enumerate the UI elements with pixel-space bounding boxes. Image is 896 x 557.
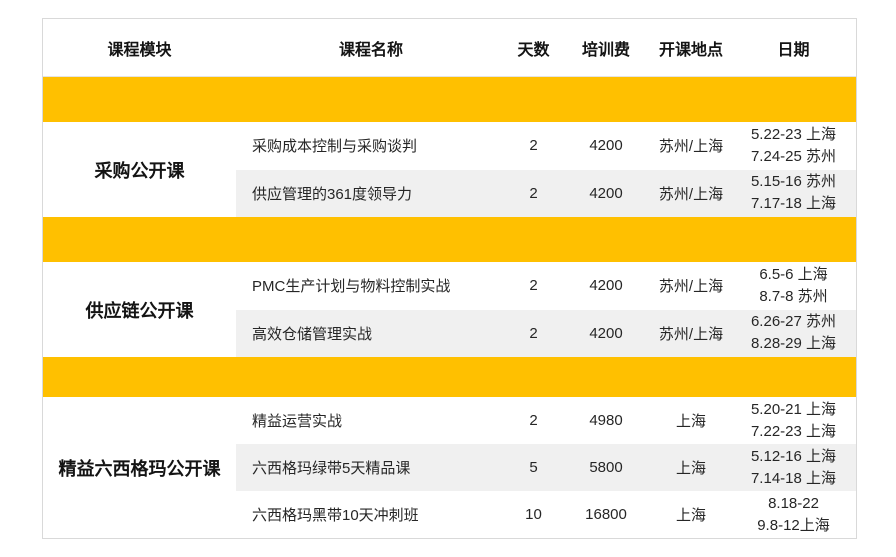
course-section: 采购公开课 采购成本控制与采购谈判 2 4200 苏州/上海 5.22-23 上海 7.24…: [43, 122, 856, 217]
fee-cell: 4200: [589, 277, 623, 295]
header-cell-fee: 培训费: [581, 41, 630, 59]
location-cell: 苏州/上海: [658, 325, 724, 343]
course-section: 精益六西格玛公开课 精益运营实战 2 4980 上海 5.20-21 上海 7.22-23 …: [43, 397, 856, 538]
location-cell: 苏州/上海: [658, 278, 724, 296]
days-cell: 2: [529, 184, 538, 202]
days-cell: 2: [529, 324, 538, 342]
days-cell: 2: [529, 137, 538, 155]
course-name-cell: 六西格玛绿带5天精品课: [252, 460, 411, 477]
header-cell-days: 天数: [517, 41, 550, 59]
date-cell: 5.15-16 苏州 7.17-18 上海: [731, 171, 856, 215]
course-row: 精益运营实战 2 4980 上海 5.20-21 上海 7.22-23 上海: [236, 397, 856, 444]
fee-cell: 16800: [585, 506, 627, 523]
module-cell: 精益六西格玛公开课: [58, 458, 221, 479]
section-rows: 精益运营实战 2 4980 上海 5.20-21 上海 7.22-23 上海六西格玛绿带5…: [236, 397, 856, 538]
module-cell: 供应链公开课: [85, 300, 194, 321]
date-cell: 8.18-22 9.8-12上海: [731, 493, 856, 537]
course-row: 采购成本控制与采购谈判 2 4200 苏州/上海 5.22-23 上海 7.24-25 苏…: [236, 122, 856, 170]
date-cell: 6.5-6 上海 8.7-8 苏州: [731, 264, 856, 308]
date-line: 8.18-22: [768, 494, 819, 512]
table-body: 采购公开课 采购成本控制与采购谈判 2 4200 苏州/上海 5.22-23 上海 7.24…: [43, 77, 856, 538]
course-row: PMC生产计划与物料控制实战 2 4200 苏州/上海 6.5-6 上海 8.7-8 苏州: [236, 262, 856, 310]
date-line: 5.22-23 上海: [750, 125, 837, 143]
date-line: 7.22-23 上海: [750, 422, 837, 440]
section-divider-bar: [43, 357, 856, 397]
date-line: 8.7-8 苏州: [759, 287, 828, 305]
course-name-cell: 采购成本控制与采购谈判: [252, 138, 418, 156]
course-section: 供应链公开课 PMC生产计划与物料控制实战 2 4200 苏州/上海 6.5-6 上海 8.…: [43, 262, 856, 357]
course-name-cell: 六西格玛黑带10天冲刺班: [252, 507, 419, 524]
days-cell: 5: [529, 459, 538, 476]
date-line: 6.5-6 上海: [759, 265, 828, 283]
date-cell: 6.26-27 苏州 8.28-29 上海: [731, 311, 856, 355]
header-cell-date: 日期: [777, 41, 810, 59]
course-row: 供应管理的361度领导力 2 4200 苏州/上海 5.15-16 苏州 7.17-18 …: [236, 169, 856, 217]
header-cell-module: 课程模块: [107, 41, 172, 59]
days-cell: 2: [529, 277, 538, 295]
course-row: 六西格玛黑带10天冲刺班 10 16800 上海 8.18-22 9.8-12上海: [236, 491, 856, 538]
date-line: 6.26-27 苏州: [750, 313, 837, 331]
fee-cell: 4980: [589, 412, 623, 429]
header-cell-location: 开课地点: [658, 41, 723, 59]
course-name-cell: 精益运营实战: [252, 413, 343, 430]
location-cell: 上海: [675, 413, 706, 430]
fee-cell: 4200: [589, 184, 623, 202]
course-name-cell: 高效仓储管理实战: [252, 325, 373, 343]
days-cell: 10: [525, 506, 542, 523]
section-rows: 采购成本控制与采购谈判 2 4200 苏州/上海 5.22-23 上海 7.24-25 苏…: [236, 122, 856, 217]
location-cell: 上海: [675, 507, 706, 524]
course-row: 六西格玛绿带5天精品课 5 5800 上海 5.12-16 上海 7.14-18 上海: [236, 444, 856, 491]
course-name-cell: 供应管理的361度领导力: [252, 185, 413, 203]
module-cell: 采购公开课: [94, 160, 185, 181]
section-divider-bar: [43, 217, 856, 262]
section-rows: PMC生产计划与物料控制实战 2 4200 苏州/上海 6.5-6 上海 8.7-8 苏州…: [236, 262, 856, 357]
location-cell: 上海: [675, 460, 706, 477]
course-name-cell: PMC生产计划与物料控制实战: [252, 278, 451, 296]
location-cell: 苏州/上海: [658, 185, 724, 203]
date-line: 8.28-29 上海: [750, 335, 837, 353]
date-line: 5.12-16 上海: [750, 447, 837, 465]
date-line: 7.24-25 苏州: [750, 147, 837, 165]
date-line: 7.14-18 上海: [750, 469, 837, 487]
date-line: 5.20-21 上海: [750, 400, 837, 418]
course-schedule-table: 课程模块 课程名称 天数 培训费 开课地点 日期 采购公开课 采购成本控制与采购谈…: [42, 18, 857, 539]
section-divider-bar: [43, 77, 856, 122]
date-line: 9.8-12上海: [757, 516, 830, 534]
table-header-row: 课程模块 课程名称 天数 培训费 开课地点 日期: [43, 19, 856, 77]
location-cell: 苏州/上海: [658, 138, 724, 156]
date-cell: 5.12-16 上海 7.14-18 上海: [731, 446, 856, 490]
date-cell: 5.20-21 上海 7.22-23 上海: [731, 399, 856, 443]
fee-cell: 5800: [589, 459, 623, 476]
date-line: 7.17-18 上海: [750, 195, 837, 213]
fee-cell: 4200: [589, 324, 623, 342]
fee-cell: 4200: [589, 137, 623, 155]
days-cell: 2: [529, 412, 538, 429]
course-row: 高效仓储管理实战 2 4200 苏州/上海 6.26-27 苏州 8.28-29 上海: [236, 309, 856, 357]
date-line: 5.15-16 苏州: [750, 173, 837, 191]
header-cell-name: 课程名称: [338, 41, 403, 59]
date-cell: 5.22-23 上海 7.24-25 苏州: [731, 124, 856, 168]
